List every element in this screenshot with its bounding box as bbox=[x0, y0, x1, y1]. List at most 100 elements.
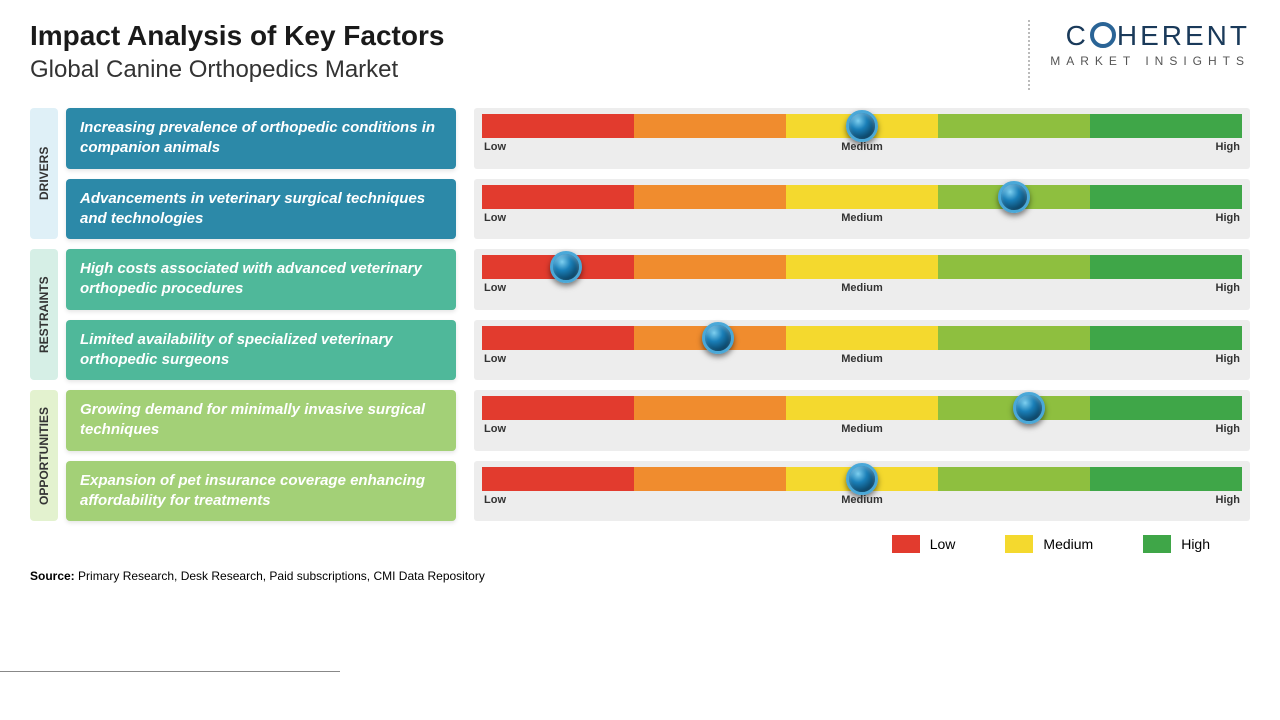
scale-high: High bbox=[1216, 494, 1240, 506]
scale-segment bbox=[1090, 467, 1242, 491]
factor-text: High costs associated with advanced vete… bbox=[66, 249, 456, 310]
impact-knob bbox=[550, 251, 582, 283]
scale-bar bbox=[482, 185, 1242, 209]
factor-row: High costs associated with advanced vete… bbox=[66, 249, 1250, 310]
scale-segment bbox=[634, 114, 786, 138]
impact-knob bbox=[846, 110, 878, 142]
scale-medium: Medium bbox=[841, 423, 883, 435]
scale-axis-labels: Low Medium High bbox=[482, 353, 1242, 365]
scale-segment bbox=[938, 326, 1090, 350]
logo-ring-icon bbox=[1090, 22, 1116, 48]
scale-bar bbox=[482, 255, 1242, 279]
scale-medium: Medium bbox=[841, 212, 883, 224]
scale-segment bbox=[1090, 326, 1242, 350]
category-group: DRIVERS Increasing prevalence of orthoped… bbox=[30, 108, 1250, 239]
scale-high: High bbox=[1216, 282, 1240, 294]
impact-knob bbox=[846, 463, 878, 495]
scale-segment bbox=[1090, 185, 1242, 209]
scale-low: Low bbox=[484, 423, 506, 435]
legend-label: Low bbox=[930, 536, 956, 552]
scale-segment bbox=[1090, 255, 1242, 279]
legend-item: Medium bbox=[1005, 535, 1093, 553]
header: Impact Analysis of Key Factors Global Ca… bbox=[30, 20, 1250, 90]
scale-axis-labels: LowMediumHigh bbox=[482, 141, 1242, 153]
factor-row: Limited availability of specialized vete… bbox=[66, 320, 1250, 381]
scale-high: High bbox=[1216, 423, 1240, 435]
decorative-line bbox=[0, 671, 340, 672]
header-divider bbox=[1028, 20, 1030, 90]
scale-segment bbox=[938, 255, 1090, 279]
scale-segment bbox=[1090, 396, 1242, 420]
scale-segment bbox=[482, 114, 634, 138]
source-label: Source: bbox=[30, 569, 75, 583]
factor-row: Expansion of pet insurance coverage enha… bbox=[66, 461, 1250, 522]
scale-segment bbox=[634, 467, 786, 491]
scale-segment bbox=[786, 326, 938, 350]
logo-rest: HERENT bbox=[1117, 20, 1250, 51]
brand-logo: C HERENT MARKET INSIGHTS bbox=[1050, 20, 1250, 68]
scale-low: Low bbox=[484, 353, 506, 365]
scale-segment bbox=[482, 467, 634, 491]
source-text: Primary Research, Desk Research, Paid su… bbox=[75, 569, 485, 583]
scale-segment bbox=[1090, 114, 1242, 138]
scale-segment bbox=[634, 396, 786, 420]
scale-segment bbox=[786, 185, 938, 209]
source-line: Source: Primary Research, Desk Research,… bbox=[30, 569, 1250, 583]
legend-swatch bbox=[892, 535, 920, 553]
logo-main: C HERENT bbox=[1050, 20, 1250, 52]
scale-axis-labels: LowMediumHigh bbox=[482, 282, 1242, 294]
scale-medium: Medium bbox=[841, 494, 883, 506]
legend-item: Low bbox=[892, 535, 956, 553]
category-rows: Growing demand for minimally invasive su… bbox=[66, 390, 1250, 521]
legend-swatch bbox=[1005, 535, 1033, 553]
factor-text: Growing demand for minimally invasive su… bbox=[66, 390, 456, 451]
logo-subtext: MARKET INSIGHTS bbox=[1050, 54, 1250, 68]
scale-axis-labels: Low Medium High bbox=[482, 423, 1242, 435]
factor-text: Advancements in veterinary surgical tech… bbox=[66, 179, 456, 240]
category-rows: Increasing prevalence of orthopedic cond… bbox=[66, 108, 1250, 239]
scale-segment bbox=[482, 185, 634, 209]
factors-content: DRIVERS Increasing prevalence of orthoped… bbox=[30, 108, 1250, 521]
category-group: OPPORTUNITIES Growing demand for minimall… bbox=[30, 390, 1250, 521]
factor-row: Growing demand for minimally invasive su… bbox=[66, 390, 1250, 451]
scale-low: Low bbox=[484, 494, 506, 506]
scale-axis-labels: Low Medium High bbox=[482, 494, 1242, 506]
impact-scale: Low Medium High bbox=[474, 390, 1250, 451]
scale-segment bbox=[786, 255, 938, 279]
category-label: RESTRAINTS bbox=[30, 249, 58, 380]
factor-row: Advancements in veterinary surgical tech… bbox=[66, 179, 1250, 240]
legend: Low Medium High bbox=[30, 535, 1250, 553]
page-subtitle: Global Canine Orthopedics Market bbox=[30, 56, 444, 84]
factor-text: Expansion of pet insurance coverage enha… bbox=[66, 461, 456, 522]
legend-label: High bbox=[1181, 536, 1210, 552]
scale-bar bbox=[482, 326, 1242, 350]
scale-low: Low bbox=[484, 212, 506, 224]
scale-high: High bbox=[1216, 212, 1240, 224]
impact-scale: LowMediumHigh bbox=[474, 108, 1250, 169]
scale-segment bbox=[482, 326, 634, 350]
category-label: OPPORTUNITIES bbox=[30, 390, 58, 521]
scale-bar bbox=[482, 467, 1242, 491]
impact-scale: Low Medium High bbox=[474, 179, 1250, 240]
scale-low: Low bbox=[484, 282, 506, 294]
impact-knob bbox=[998, 181, 1030, 213]
page-title: Impact Analysis of Key Factors bbox=[30, 20, 444, 52]
legend-label: Medium bbox=[1043, 536, 1093, 552]
factor-text: Limited availability of specialized vete… bbox=[66, 320, 456, 381]
scale-segment bbox=[938, 467, 1090, 491]
category-label: DRIVERS bbox=[30, 108, 58, 239]
scale-axis-labels: Low Medium High bbox=[482, 212, 1242, 224]
category-group: RESTRAINTS High costs associated with adv… bbox=[30, 249, 1250, 380]
scale-medium: Medium bbox=[841, 353, 883, 365]
titles-block: Impact Analysis of Key Factors Global Ca… bbox=[30, 20, 444, 84]
scale-low: Low bbox=[484, 141, 506, 153]
category-rows: High costs associated with advanced vete… bbox=[66, 249, 1250, 380]
scale-medium: Medium bbox=[841, 141, 883, 153]
impact-knob bbox=[702, 322, 734, 354]
scale-bar bbox=[482, 396, 1242, 420]
impact-scale: LowMediumHigh bbox=[474, 249, 1250, 310]
impact-knob bbox=[1013, 392, 1045, 424]
scale-segment bbox=[786, 396, 938, 420]
scale-high: High bbox=[1216, 353, 1240, 365]
logo-letter-c: C bbox=[1066, 20, 1089, 51]
